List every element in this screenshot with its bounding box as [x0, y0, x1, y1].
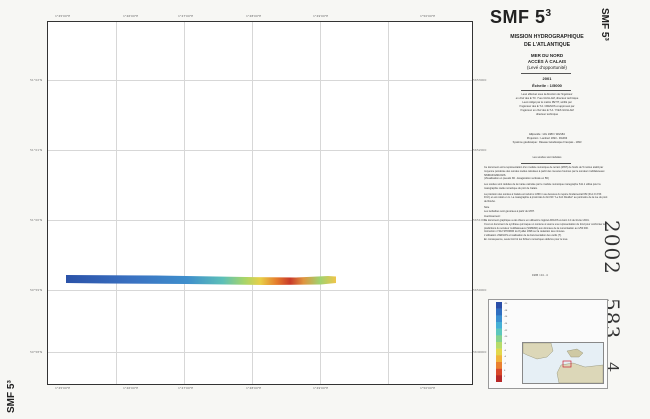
left-coord: 51°00'N: [30, 218, 43, 222]
colorbar-label: 2: [504, 376, 506, 379]
grid-line: [48, 352, 472, 353]
top-coord: 1°49'00"E: [313, 14, 329, 18]
colorbar-swatch: [496, 302, 502, 309]
grid-line: [116, 22, 117, 384]
geodesy-info: Ellipsoïde : IAG 1980 / WGS84 Projection…: [512, 133, 582, 145]
credits: Levé effectué sous la direction de l'ing…: [515, 93, 579, 117]
units-note: Les sondes sont réduites: [532, 156, 562, 159]
divider: [521, 163, 571, 164]
area-title: MER DU NORD ACCÈS À CALAIS (Levé d'oppor…: [527, 53, 567, 71]
colorbar-label: -4: [504, 356, 506, 359]
colorbar-label: -16: [504, 316, 508, 319]
grid-line: [320, 22, 321, 384]
grid-line: [48, 150, 472, 151]
bottom-coord: 1°47'00"E: [178, 386, 194, 390]
inset-map: [523, 343, 603, 383]
location-inset: [522, 342, 604, 384]
grid-line: [48, 220, 472, 221]
top-coord: 1°48'00"E: [246, 14, 262, 18]
survey-year: 2001: [542, 76, 552, 81]
colorbar-swatch: [496, 355, 502, 363]
colorbar-label: -14: [504, 323, 508, 325]
divider: [521, 73, 571, 74]
right-coord: 5650000: [473, 288, 487, 292]
grid-line: [388, 22, 389, 384]
left-coord: 51°02'N: [30, 78, 43, 82]
left-coord: 51°01'N: [30, 148, 43, 152]
top-coord: 1°46'00"E: [123, 14, 139, 18]
colorbar-swatch: [496, 335, 502, 343]
series-note: 1995 / 24 - 4: [532, 273, 548, 277]
grid-line: [252, 22, 253, 384]
divider: [521, 90, 571, 91]
bottom-coord: 1°46'00"E: [123, 386, 139, 390]
colorbar-label: -10: [504, 336, 508, 339]
colorbar-swatch: [496, 375, 502, 382]
mission-title: MISSION HYDROGRAPHIQUE DE L'ATLANTIQUE: [510, 34, 584, 48]
right-coord: 5649000: [473, 350, 487, 354]
bottom-coord: 1°49'00"E: [313, 386, 329, 390]
colorbar-swatch: [496, 322, 502, 329]
top-coord: 1°50'00"E: [420, 14, 436, 18]
colorbar-label: -6: [504, 349, 506, 352]
colorbar-swatch: [496, 328, 502, 336]
map-frame: [47, 21, 473, 385]
grid-line: [184, 22, 185, 384]
colorbar-swatch: [496, 368, 502, 376]
bottom-coord: 1°45'00"E: [55, 386, 71, 390]
colorbar-label: -18: [504, 309, 508, 312]
bottom-coord: 1°48'00"E: [246, 386, 262, 390]
colorbar-swatch: [496, 308, 502, 316]
colorbar-swatch: [496, 348, 502, 356]
right-coord: 5653000: [473, 78, 487, 82]
left-coord: 50°58'N: [30, 350, 43, 354]
colorbar-swatch: [496, 315, 502, 323]
colorbar-swatch: [496, 362, 502, 369]
grid-line: [48, 290, 472, 291]
side-title-bottom: SMF 5³: [6, 380, 17, 413]
notes-block: Ce document est la représentation d'un m…: [484, 166, 608, 241]
grid-line: [48, 80, 472, 81]
colorbar-label: -20: [504, 303, 508, 305]
depth-colorbar: [496, 302, 502, 382]
colorbar-label: 0: [504, 369, 506, 372]
top-coord: 1°47'00"E: [178, 14, 194, 18]
right-coord: 5651000: [473, 218, 487, 222]
colorbar-label: -12: [504, 329, 508, 332]
colorbar-swatch: [496, 342, 502, 349]
bottom-coord: 1°50'00"E: [420, 386, 436, 390]
sheet-title: SMF 53: [490, 7, 552, 27]
colorbar-label: -2: [504, 363, 506, 365]
right-coord: 5652000: [473, 148, 487, 152]
colorbar-label: -8: [504, 343, 506, 345]
scale-label: Échelle : 1/5000: [532, 83, 562, 88]
top-coord: 1°45'00"E: [55, 14, 71, 18]
left-coord: 50°59'N: [30, 288, 43, 292]
bathymetry-strip: [66, 275, 336, 285]
